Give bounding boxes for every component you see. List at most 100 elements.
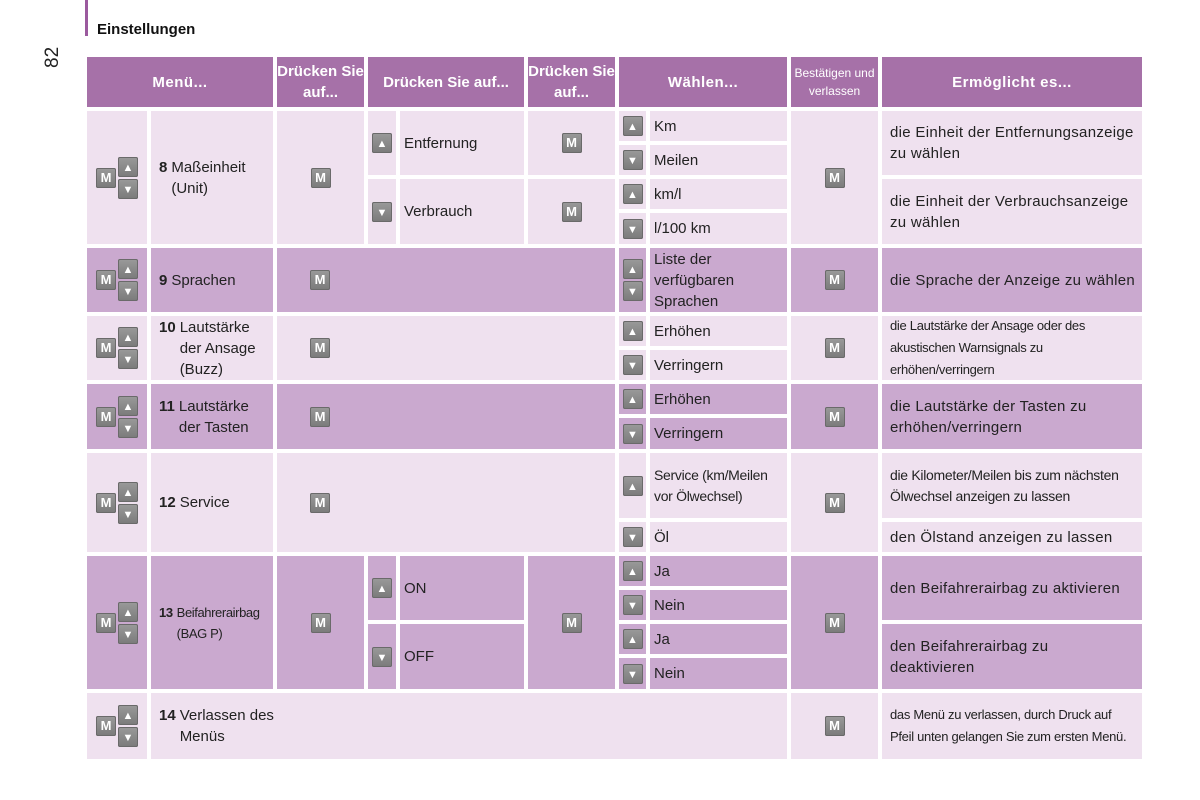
m-key-icon: M xyxy=(310,406,330,427)
row12-nav-keys: M xyxy=(85,451,149,554)
m-key-icon: M xyxy=(96,338,116,358)
row13-opt3: Ja xyxy=(648,622,789,656)
row11-menu: 11 Lautstärke der Tasten xyxy=(149,382,275,451)
m-key-icon: M xyxy=(96,492,116,513)
row10-menu: 10 Lautstärke der Ansage (Buzz) xyxy=(149,314,275,382)
row14-nav-keys: M xyxy=(85,691,149,761)
m-key-icon: M xyxy=(561,133,582,153)
row14-confirm-m: M xyxy=(789,691,880,761)
row8-sub1-label: Entfernung xyxy=(398,109,526,177)
row11-desc1: die Lautstärke der Tasten zu erhöhen/ver… xyxy=(880,382,1144,451)
row14-label: Verlassen des Menüs xyxy=(179,707,274,745)
row13-sub2-label: OFF xyxy=(398,622,526,691)
col-header-press-2: Drücken Sie auf... xyxy=(366,55,526,109)
m-key-icon: M xyxy=(824,406,845,427)
row8-sub1-press-m: M xyxy=(526,109,617,177)
row8-confirm-m: M xyxy=(789,109,880,246)
col-header-press-1: Drücken Sie auf... xyxy=(275,55,366,109)
row12-label: Service xyxy=(179,494,230,511)
row11-opt1: Erhöhen xyxy=(648,382,789,416)
row13-opt4-key xyxy=(617,656,648,691)
row8-sub2-key xyxy=(366,177,398,246)
row12-opt2: Öl xyxy=(648,520,789,554)
row13-label: Beifahrerairbag (BAG P) xyxy=(176,604,260,641)
row12-confirm-m: M xyxy=(789,451,880,554)
down-arrow-icon xyxy=(622,663,643,684)
m-key-icon: M xyxy=(824,270,845,290)
down-arrow-icon xyxy=(118,503,138,524)
row8-opt3-key xyxy=(617,177,648,211)
row11-opt2: Verringern xyxy=(648,416,789,451)
row13-nav-keys: M xyxy=(85,554,149,691)
m-key-icon: M xyxy=(824,167,845,188)
m-key-icon: M xyxy=(96,612,116,633)
col-header-enables: Ermöglicht es... xyxy=(880,55,1144,109)
down-arrow-icon xyxy=(622,527,643,547)
row8-nav-keys: M xyxy=(85,109,149,246)
down-arrow-icon xyxy=(118,349,138,369)
row12-opt1-key xyxy=(617,451,648,520)
section-title: Einstellungen xyxy=(97,21,196,38)
row13-confirm-m: M xyxy=(789,554,880,691)
m-key-icon: M xyxy=(96,167,116,188)
row13-menu: 13 Beifahrerairbag (BAG P) xyxy=(149,554,275,691)
row13-opt3-key xyxy=(617,622,648,656)
up-arrow-icon xyxy=(118,395,138,416)
m-key-icon: M xyxy=(96,716,116,736)
row12-desc2: den Ölstand anzeigen zu lassen xyxy=(880,520,1144,554)
row10-confirm-m: M xyxy=(789,314,880,382)
m-key-icon: M xyxy=(310,612,331,633)
up-arrow-icon xyxy=(622,259,643,279)
up-arrow-icon xyxy=(118,601,138,622)
m-key-icon: M xyxy=(310,270,330,290)
m-key-icon: M xyxy=(310,167,331,188)
row8-sub1-key xyxy=(366,109,398,177)
m-key-icon: M xyxy=(96,406,116,427)
row11-confirm-m: M xyxy=(789,382,880,451)
row14-menu: 14 Verlassen des Menüs xyxy=(149,691,789,761)
row10-label: Lautstärke der Ansage (Buzz) xyxy=(179,318,256,378)
row10-opt2: Verringern xyxy=(648,348,789,382)
m-key-icon: M xyxy=(96,270,116,290)
down-arrow-icon xyxy=(622,355,643,375)
row9-press-m: M xyxy=(275,246,617,314)
row13-desc2: den Beifahrerairbag zu deaktivieren xyxy=(880,622,1144,691)
row12-opt2-key xyxy=(617,520,648,554)
up-arrow-icon xyxy=(622,629,643,649)
up-arrow-icon xyxy=(372,133,392,153)
row11-opt2-key xyxy=(617,416,648,451)
row13-opt1: Ja xyxy=(648,554,789,588)
up-arrow-icon xyxy=(118,705,138,725)
up-arrow-icon xyxy=(622,475,643,496)
row11-label: Lautstärke der Tasten xyxy=(178,397,249,436)
row8-opt4: l/100 km xyxy=(648,211,789,246)
row13-sub2-key xyxy=(366,622,398,691)
down-arrow-icon xyxy=(118,623,138,644)
row11-opt1-key xyxy=(617,382,648,416)
m-key-icon: M xyxy=(824,716,845,736)
up-arrow-icon xyxy=(622,321,643,341)
col-header-menu: Menü... xyxy=(85,55,275,109)
down-arrow-icon xyxy=(622,595,643,615)
row11-number: 11 xyxy=(159,397,175,415)
row13-number: 13 xyxy=(159,604,173,620)
row13-sub1-label: ON xyxy=(398,554,526,622)
row8-number: 8 xyxy=(159,158,168,176)
down-arrow-icon xyxy=(622,281,643,301)
row9-opt-keys xyxy=(617,246,648,314)
row10-desc1: die Lautstärke der Ansage oder des akust… xyxy=(880,314,1144,382)
down-arrow-icon xyxy=(622,218,643,239)
m-key-icon: M xyxy=(310,492,330,513)
row12-opt1: Service (km/Meilen vor Ölwechsel) xyxy=(648,451,789,520)
down-arrow-icon xyxy=(118,727,138,747)
m-key-icon: M xyxy=(824,612,845,633)
m-key-icon: M xyxy=(561,201,582,222)
row8-opt3: km/l xyxy=(648,177,789,211)
row14-number: 14 xyxy=(159,707,176,724)
row8-opt2: Meilen xyxy=(648,143,789,177)
down-arrow-icon xyxy=(118,281,138,301)
row9-label: Sprachen xyxy=(171,271,236,289)
row12-desc1: die Kilometer/Meilen bis zum nächsten Öl… xyxy=(880,451,1144,520)
up-arrow-icon xyxy=(118,481,138,502)
